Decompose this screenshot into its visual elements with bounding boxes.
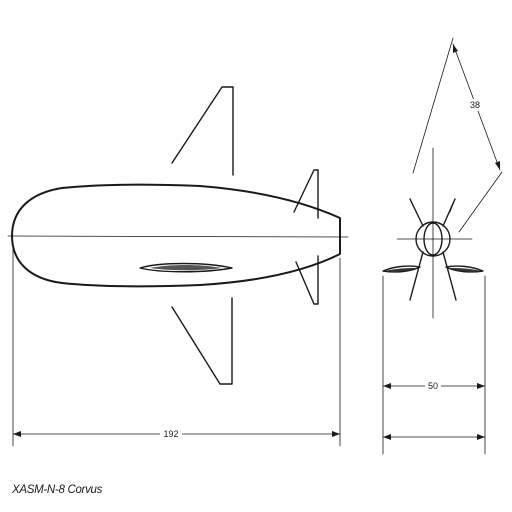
- fuselage-centerline: [7, 235, 349, 238]
- front-fin-lower-right: [442, 251, 457, 301]
- length-label: 192: [163, 429, 178, 439]
- lower-arrow-left: [383, 434, 391, 440]
- side-fairing: [139, 262, 233, 273]
- span-arrow-left: [383, 383, 391, 389]
- drawing-caption: XASM-N-8 Corvus: [12, 484, 103, 496]
- length-arrow-left: [13, 431, 21, 437]
- lower-arrow-right: [477, 434, 485, 440]
- upper-wing: [171, 86, 234, 176]
- fin-span-extension-bottom: [458, 171, 503, 233]
- lower-wing: [171, 297, 233, 385]
- front-wing-right: [445, 265, 484, 273]
- side-fairing-fill: [150, 265, 222, 271]
- span-arrow-right: [477, 383, 485, 389]
- front-view: 38 50: [382, 37, 503, 455]
- front-wing-right-fill: [448, 268, 481, 272]
- span-label: 50: [428, 381, 438, 391]
- side-view: 192: [7, 86, 349, 447]
- front-fin-lower-left: [409, 251, 424, 301]
- lower-tail-fin: [295, 255, 319, 305]
- length-arrow-right: [332, 431, 340, 437]
- front-wing-left: [382, 265, 421, 273]
- upper-tail-fin: [293, 169, 319, 219]
- front-wing-left-fill: [385, 268, 418, 272]
- fin-span-extension-top: [412, 37, 454, 174]
- front-fin-tip-left: [409, 198, 417, 213]
- fin-span-label: 38: [470, 100, 480, 110]
- front-fin-tip-right: [449, 198, 456, 213]
- fin-span-arrow-top: [453, 44, 458, 53]
- fin-span-arrow-bottom: [495, 161, 500, 170]
